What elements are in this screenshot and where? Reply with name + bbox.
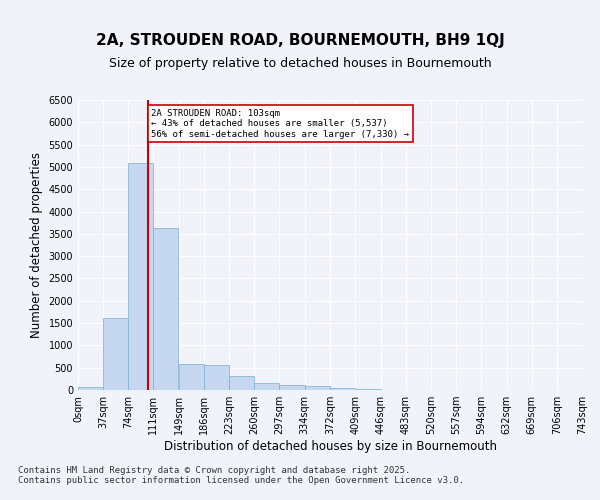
Bar: [254, 383, 280, 390]
X-axis label: Distribution of detached houses by size in Bournemouth: Distribution of detached houses by size …: [163, 440, 497, 453]
Bar: [128, 164, 153, 390]
Bar: [179, 364, 204, 390]
Bar: [331, 388, 355, 390]
Bar: [305, 386, 329, 390]
Bar: [280, 385, 305, 390]
Text: Size of property relative to detached houses in Bournemouth: Size of property relative to detached ho…: [109, 58, 491, 70]
Text: 2A STROUDEN ROAD: 103sqm
← 43% of detached houses are smaller (5,537)
56% of sem: 2A STROUDEN ROAD: 103sqm ← 43% of detach…: [151, 109, 409, 138]
Bar: [204, 365, 229, 390]
Text: Contains HM Land Registry data © Crown copyright and database right 2025.
Contai: Contains HM Land Registry data © Crown c…: [18, 466, 464, 485]
Bar: [103, 318, 128, 390]
Text: 2A, STROUDEN ROAD, BOURNEMOUTH, BH9 1QJ: 2A, STROUDEN ROAD, BOURNEMOUTH, BH9 1QJ: [95, 32, 505, 48]
Bar: [78, 388, 103, 390]
Bar: [153, 228, 178, 390]
Y-axis label: Number of detached properties: Number of detached properties: [30, 152, 43, 338]
Bar: [229, 376, 254, 390]
